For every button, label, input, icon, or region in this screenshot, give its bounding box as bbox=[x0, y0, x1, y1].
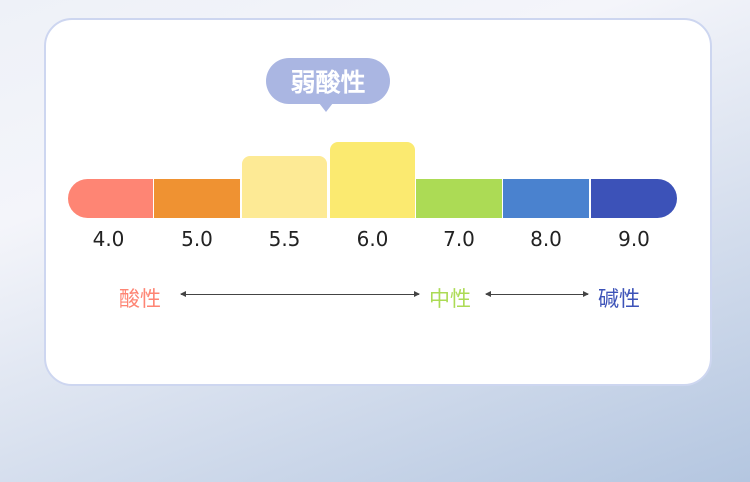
ph-segment-7.0 bbox=[416, 179, 502, 218]
ph-segment-5.0 bbox=[154, 179, 240, 218]
weak-acid-callout: 弱酸性 bbox=[266, 58, 390, 104]
ph-segment-6.0 bbox=[330, 142, 415, 218]
ph-tick-label: 5.5 bbox=[268, 227, 301, 251]
ph-tick-label: 9.0 bbox=[618, 227, 650, 251]
alkaline-range-arrow bbox=[485, 291, 589, 297]
callout-pointer bbox=[319, 103, 333, 112]
ph-segment-9.0 bbox=[591, 179, 677, 218]
ph-segment-4.0 bbox=[68, 179, 153, 218]
ph-tick-label: 8.0 bbox=[530, 227, 562, 251]
ph-tick-label: 4.0 bbox=[92, 227, 125, 251]
ph-tick-label: 5.0 bbox=[181, 227, 213, 251]
ph-segment-8.0 bbox=[503, 179, 589, 218]
acid-label: 酸性 bbox=[119, 287, 161, 311]
alkaline-label: 碱性 bbox=[598, 287, 640, 311]
neutral-label: 中性 bbox=[429, 287, 471, 311]
ph-tick-label: 7.0 bbox=[443, 227, 475, 251]
ph-segment-5.5 bbox=[242, 156, 327, 218]
ph-tick-label: 6.0 bbox=[356, 227, 389, 251]
acid-range-arrow bbox=[180, 291, 420, 297]
